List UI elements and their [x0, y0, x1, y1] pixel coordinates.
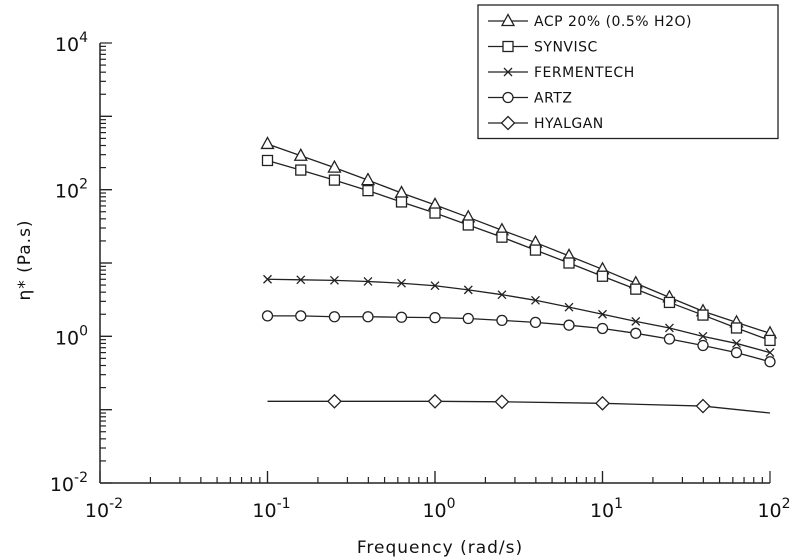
legend-label-artz: ARTZ	[534, 91, 572, 107]
data-point-fermentech	[698, 331, 708, 341]
data-point-fermentech	[765, 348, 775, 358]
data-point-fermentech	[598, 309, 607, 319]
legend-label-synvisc: SYNVISC	[534, 40, 598, 56]
data-point-synvisc	[429, 207, 441, 219]
data-point-artz	[563, 319, 575, 331]
data-point-fermentech	[329, 275, 339, 285]
x-tick-label: 100	[422, 496, 455, 522]
y-tick-label: 104	[55, 30, 88, 56]
series-line-hyalgan	[267, 400, 771, 414]
data-point-synvisc	[395, 196, 408, 208]
y-tick-label: 10-2	[50, 470, 88, 496]
data-point-artz	[764, 356, 776, 368]
x-tick-label: 101	[590, 496, 623, 522]
data-point-artz	[496, 314, 508, 327]
series-lines	[267, 143, 771, 414]
series-line-acp	[267, 143, 771, 334]
data-point-fermentech	[732, 338, 741, 348]
data-point-artz	[596, 322, 609, 335]
y-axis-label: η* (Pa.s)	[15, 219, 35, 300]
data-point-synvisc	[362, 184, 374, 197]
data-point-acp	[360, 172, 376, 186]
series-line-artz	[267, 315, 771, 363]
data-point-artz	[529, 316, 542, 329]
data-point-synvisc	[663, 296, 676, 309]
x-axis-label: Frequency (rad/s)	[357, 538, 523, 558]
data-point-synvisc	[261, 154, 274, 167]
legend: ACP 20% (0.5% H2O) SYNVISC FERMENTECH ARTZ H…	[477, 4, 779, 140]
data-point-synvisc	[764, 334, 776, 347]
legend-label-fermentech: FERMENTECH	[534, 65, 635, 81]
data-point-artz	[395, 311, 408, 323]
x-tick-label: 10-2	[85, 496, 123, 522]
data-point-artz	[663, 333, 676, 345]
data-point-hyalgan	[695, 398, 711, 414]
data-point-hyalgan	[494, 394, 510, 410]
y-tick-label: 102	[55, 177, 88, 203]
legend-marker-hyalgan	[500, 115, 516, 131]
data-point-fermentech	[397, 278, 406, 288]
legend-marker-synvisc	[502, 40, 514, 53]
x-tick-label: 102	[757, 496, 790, 522]
data-point-fermentech	[430, 281, 440, 291]
series-line-synvisc	[267, 159, 771, 342]
data-point-synvisc	[596, 270, 609, 282]
data-point-synvisc	[697, 309, 709, 321]
data-point-fermentech	[363, 277, 373, 286]
data-point-artz	[697, 339, 709, 352]
data-point-artz	[261, 310, 274, 322]
data-point-fermentech	[564, 302, 574, 312]
data-point-fermentech	[296, 275, 306, 285]
series-line-fermentech	[267, 278, 771, 354]
y-tick-label: 100	[55, 323, 88, 349]
data-point-acp	[293, 147, 308, 161]
data-point-fermentech	[497, 290, 507, 300]
data-point-synvisc	[630, 283, 642, 295]
data-point-synvisc	[328, 174, 341, 186]
data-point-synvisc	[496, 231, 508, 243]
data-point-acp	[260, 136, 275, 150]
data-point-artz	[730, 346, 743, 359]
data-point-acp	[327, 159, 342, 173]
data-point-hyalgan	[327, 393, 342, 409]
data-point-fermentech	[631, 316, 641, 326]
x-tick-label: 10-1	[252, 496, 290, 522]
data-point-artz	[295, 310, 307, 322]
legend-marker-acp	[500, 13, 516, 27]
axis-tick-labels: 10-2 10-1 100 101 102 10-2 100 102 104	[50, 30, 791, 522]
data-point-hyalgan	[595, 395, 610, 411]
data-point-fermentech	[263, 274, 272, 284]
data-point-synvisc	[462, 219, 474, 231]
data-point-fermentech	[463, 285, 473, 295]
axis-ticks	[99, 42, 771, 484]
legend-marker-fermentech	[503, 67, 513, 77]
series-markers	[260, 136, 778, 414]
data-point-fermentech	[531, 295, 540, 305]
data-point-synvisc	[563, 257, 575, 269]
data-point-synvisc	[529, 244, 542, 256]
data-point-synvisc	[295, 164, 307, 176]
data-point-artz	[429, 311, 441, 324]
data-point-artz	[328, 311, 341, 323]
data-point-artz	[462, 312, 474, 325]
data-point-artz	[362, 311, 374, 323]
data-point-hyalgan	[427, 393, 443, 409]
legend-label-hyalgan: HYALGAN	[534, 116, 604, 132]
data-point-synvisc	[730, 322, 743, 334]
data-point-artz	[630, 327, 642, 339]
legend-label-acp: ACP 20% (0.5% H2O)	[534, 14, 692, 30]
legend-marker-artz	[502, 91, 514, 104]
data-point-fermentech	[664, 323, 674, 333]
